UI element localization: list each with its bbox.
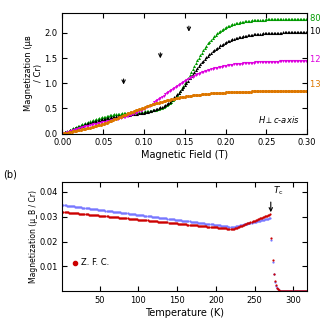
X-axis label: Temperature (K): Temperature (K) [145, 308, 224, 318]
Text: 80 K: 80 K [310, 14, 320, 23]
Y-axis label: Magnetization (μʙ
/ Cr): Magnetization (μʙ / Cr) [24, 35, 43, 111]
Text: 120 K: 120 K [310, 55, 320, 64]
X-axis label: Magnetic Field (T): Magnetic Field (T) [141, 150, 228, 160]
Text: $T_{\rm c}$: $T_{\rm c}$ [273, 184, 284, 197]
Text: Z. F. C.: Z. F. C. [81, 258, 109, 267]
Text: 130 K: 130 K [310, 80, 320, 89]
Y-axis label: Magnetization (μ_B / Cr): Magnetization (μ_B / Cr) [29, 190, 38, 283]
Text: (b): (b) [3, 170, 17, 180]
Text: 100 K: 100 K [310, 28, 320, 36]
Text: $H \perp c$-axis: $H \perp c$-axis [258, 114, 300, 125]
